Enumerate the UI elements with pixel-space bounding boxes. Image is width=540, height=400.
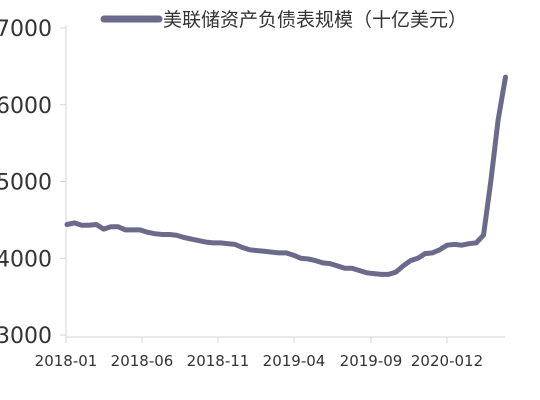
- data-point: [459, 243, 464, 248]
- data-point: [481, 233, 486, 238]
- data-point: [349, 266, 355, 271]
- x-ticks: 2018-01 2018-06 2018-11 2019-04 2019-09 2020-…: [35, 337, 483, 370]
- y-tick-label: 5000: [0, 171, 52, 196]
- data-point: [240, 245, 245, 250]
- data-point: [357, 268, 362, 273]
- data-point: [298, 256, 304, 261]
- x-tick-label: 2018-01: [35, 352, 98, 370]
- data-point: [86, 223, 92, 228]
- data-point: [401, 263, 406, 269]
- legend-label: 美联储资产负债表规模（十亿美元）: [163, 9, 467, 31]
- data-point: [108, 224, 114, 229]
- data-point: [94, 222, 99, 227]
- data-point: [306, 256, 311, 262]
- data-point: [320, 260, 325, 266]
- data-point: [335, 263, 340, 269]
- data-point: [437, 247, 442, 252]
- data-point: [422, 251, 428, 256]
- data-point: [145, 230, 150, 235]
- data-point: [313, 258, 318, 263]
- data-point: [116, 224, 121, 229]
- data-point: [189, 236, 194, 242]
- data-point: [408, 258, 413, 263]
- data-point: [174, 233, 179, 238]
- axes: [65, 25, 505, 338]
- data-point: [137, 227, 143, 233]
- data-point: [269, 249, 274, 255]
- data-point: [393, 269, 399, 275]
- data-point: [247, 247, 252, 252]
- data-point: [291, 253, 296, 258]
- y-tick-label: 7000: [0, 17, 52, 42]
- data-point: [123, 227, 128, 233]
- data-point: [371, 271, 377, 276]
- data-point: [284, 250, 289, 256]
- data-point: [101, 226, 106, 232]
- data-point: [72, 220, 77, 226]
- data-point: [327, 261, 333, 266]
- data-point: [444, 243, 450, 248]
- data-point: [211, 240, 216, 246]
- x-tick-label: 2019-04: [263, 352, 326, 370]
- data-point: [254, 248, 260, 253]
- x-tick-label: 2020-012: [411, 352, 483, 370]
- data-point: [364, 270, 369, 275]
- y-ticks: 3000 4000 5000 6000 7000: [0, 17, 66, 349]
- data-point: [386, 272, 391, 277]
- data-point: [474, 240, 479, 246]
- data-point: [152, 231, 157, 236]
- legend: 美联储资产负债表规模（十亿美元）: [100, 9, 467, 31]
- data-point: [203, 239, 209, 245]
- data-point: [503, 74, 508, 80]
- data-point: [276, 250, 282, 256]
- data-point: [64, 222, 70, 227]
- data-point: [466, 241, 472, 246]
- data-point: [430, 250, 435, 256]
- y-tick-label: 3000: [0, 324, 52, 349]
- data-point: [79, 223, 84, 228]
- y-tick-label: 4000: [0, 247, 52, 272]
- data-point: [379, 272, 384, 277]
- x-tick-label: 2018-11: [187, 352, 250, 370]
- data-point: [415, 256, 420, 261]
- data-point: [342, 266, 347, 271]
- data-point: [167, 232, 172, 237]
- data-point: [232, 242, 238, 247]
- y-tick-label: 6000: [0, 94, 52, 119]
- series: [64, 74, 508, 277]
- data-point: [495, 117, 501, 123]
- data-point: [262, 249, 267, 254]
- x-tick-label: 2018-06: [111, 352, 174, 370]
- x-tick-label: 2019-09: [340, 352, 403, 370]
- data-point: [130, 227, 135, 233]
- data-point: [159, 232, 165, 237]
- data-point: [488, 179, 493, 184]
- data-point: [181, 235, 187, 240]
- data-point: [225, 241, 230, 246]
- data-point: [218, 240, 223, 246]
- data-point: [196, 238, 201, 243]
- data-point: [452, 242, 457, 247]
- series-line: [64, 74, 508, 277]
